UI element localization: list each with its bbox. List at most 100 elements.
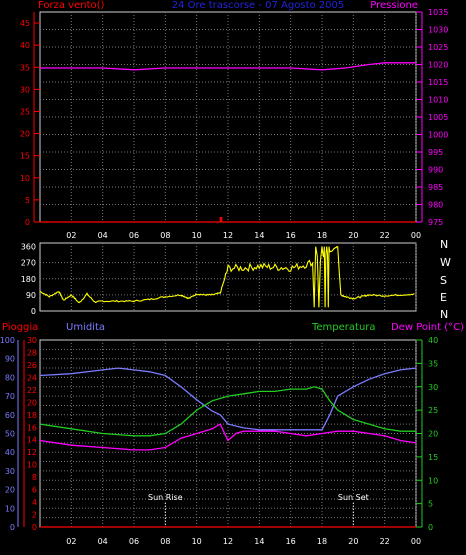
dewpoint-label: Dew Point (°C) <box>391 322 464 333</box>
panel3-ytick-temp-label: 40 <box>428 336 438 345</box>
panel3-ytick-humidity-label: 50 <box>5 430 15 439</box>
rain-label: Pioggia <box>2 322 38 333</box>
panel1-ytick-right-label: 1025 <box>428 43 448 52</box>
panel1-ytick-left-label: 20 <box>20 130 30 139</box>
panel2-ytick-label: 270 <box>21 259 36 268</box>
header-wind-label: Forza vento() <box>38 0 105 11</box>
panel1-ytick-left-label: 40 <box>20 41 30 50</box>
panel1-xtick-label: 04 <box>98 231 108 240</box>
panel1-ytick-right-label: 980 <box>428 201 443 210</box>
panel3-xtick-label: 08 <box>160 537 170 546</box>
panel3-ytick-rain-label: 30 <box>27 336 37 345</box>
panel1-ytick-right-label: 985 <box>428 183 443 192</box>
panel1-ytick-left-label: 35 <box>20 63 30 72</box>
panel3-xtick-label: 14 <box>254 537 264 546</box>
panel1-xtick-label: 22 <box>380 231 390 240</box>
panel3-xtick-label: 22 <box>380 537 390 546</box>
panel3-ytick-rain-label: 28 <box>27 348 37 357</box>
panel1-xtick-label: 14 <box>254 231 264 240</box>
panel3-ytick-temp-label: 25 <box>428 406 438 415</box>
panel3-xtick-label: 16 <box>286 537 296 546</box>
panel3-xtick-label: 20 <box>348 537 358 546</box>
panel3-ytick-rain-label: 20 <box>27 398 37 407</box>
panel3-xtick-label: 18 <box>317 537 327 546</box>
panel1-ytick-left-label: 25 <box>20 107 30 116</box>
panel1-ytick-left-label: 30 <box>20 85 30 94</box>
panel3-ytick-rain-label: 2 <box>32 511 37 520</box>
panel2-ytick-label: 90 <box>26 291 36 300</box>
series-dewpointc <box>39 423 417 451</box>
panel3-ytick-humidity-label: 100 <box>0 336 15 345</box>
panel3-ytick-temp-label: 35 <box>428 359 438 368</box>
compass-n-bottom: N <box>440 308 448 321</box>
panel3-ytick-humidity-label: 80 <box>5 373 15 382</box>
panel1-xtick-label: 12 <box>223 231 233 240</box>
panel1-xtick-label: 20 <box>348 231 358 240</box>
panel1-ytick-left-label: 5 <box>25 196 30 205</box>
panel3-xtick-label: 04 <box>98 537 108 546</box>
panel1-xtick-label: 00 <box>411 231 421 240</box>
panel3-xtick-label: 02 <box>66 537 76 546</box>
panel3-ytick-humidity-label: 90 <box>5 355 15 364</box>
panel3-ytick-rain-label: 18 <box>27 411 37 420</box>
panel3-ytick-humidity-label: 0 <box>10 523 15 532</box>
panel1-ytick-left-label: 10 <box>20 174 30 183</box>
panel3-ytick-temp-label: 20 <box>428 430 438 439</box>
panel1-ytick-right-label: 1005 <box>428 113 448 122</box>
panel3-ytick-humidity-label: 30 <box>5 467 15 476</box>
panel3-xtick-label: 10 <box>192 537 202 546</box>
panel3-ytick-temp-label: 5 <box>428 500 433 509</box>
compass-w: W <box>440 256 451 269</box>
series-umidita <box>39 367 417 431</box>
panel3-ytick-rain-label: 16 <box>27 423 37 432</box>
panel3-ytick-humidity-label: 20 <box>5 486 15 495</box>
panel3-ytick-rain-label: 10 <box>27 461 37 470</box>
panel1-ytick-right-label: 975 <box>428 218 443 227</box>
panel1-xtick-label: 10 <box>192 231 202 240</box>
panel1-xtick-label: 06 <box>129 231 139 240</box>
panel2-ytick-label: 180 <box>21 275 36 284</box>
panel1-ytick-right-label: 1035 <box>428 8 448 17</box>
compass-n-top: N <box>440 238 448 251</box>
compass-s: S <box>440 274 447 287</box>
series-pressione <box>40 62 416 71</box>
panel3-ytick-humidity-label: 10 <box>5 504 15 513</box>
panel1-ytick-right-label: 1020 <box>428 61 448 70</box>
panel1-ytick-right-label: 1015 <box>428 78 448 87</box>
panel3-ytick-temp-label: 0 <box>428 523 433 532</box>
panel3-ytick-rain-label: 26 <box>27 361 37 370</box>
panel3-ytick-temp-label: 10 <box>428 476 438 485</box>
header-pressure-label: Pressione <box>370 0 418 11</box>
panel3-xtick-label: 12 <box>223 537 233 546</box>
sunset-label: Sun Set <box>338 493 369 502</box>
panel3-ytick-temp-label: 30 <box>428 383 438 392</box>
panel3-ytick-rain-label: 6 <box>32 486 37 495</box>
panel1-xtick-label: 16 <box>286 231 296 240</box>
panel3-ytick-humidity-label: 70 <box>5 392 15 401</box>
panel1-xtick-label: 18 <box>317 231 327 240</box>
panel1-xtick-label: 08 <box>160 231 170 240</box>
panel1-ytick-right-label: 995 <box>428 148 443 157</box>
panel3-ytick-humidity-label: 40 <box>5 448 15 457</box>
panel1-ytick-left-label: 0 <box>25 218 30 227</box>
panel3-ytick-rain-label: 24 <box>27 373 37 382</box>
chart-layer: 02 04 06 08 10 12 14 16 18 20 22 000510152025303540… <box>0 8 448 546</box>
panel3-ytick-rain-label: 8 <box>32 473 37 482</box>
panel1-xtick-label: 02 <box>66 231 76 240</box>
temperature-label: Temperatura <box>311 322 376 333</box>
panel1-ytick-right-label: 1000 <box>428 131 448 140</box>
series-direction <box>39 246 415 308</box>
series-forzavento <box>40 216 416 223</box>
panel2-ytick-label: 360 <box>21 243 36 252</box>
panel3-xtick-label: 00 <box>411 537 421 546</box>
header-title: 24 Ore trascorse - 07 Agosto 2005 <box>172 0 345 11</box>
compass-e: E <box>440 291 447 304</box>
sunrise-label: Sun Rise <box>148 493 183 502</box>
panel1-ytick-right-label: 1030 <box>428 26 448 35</box>
panel3-ytick-rain-label: 12 <box>27 448 37 457</box>
panel3-ytick-rain-label: 4 <box>32 498 37 507</box>
panel1-ytick-left-label: 15 <box>20 152 30 161</box>
panel1-ytick-left-label: 45 <box>20 19 30 28</box>
panel3-xtick-label: 06 <box>129 537 139 546</box>
